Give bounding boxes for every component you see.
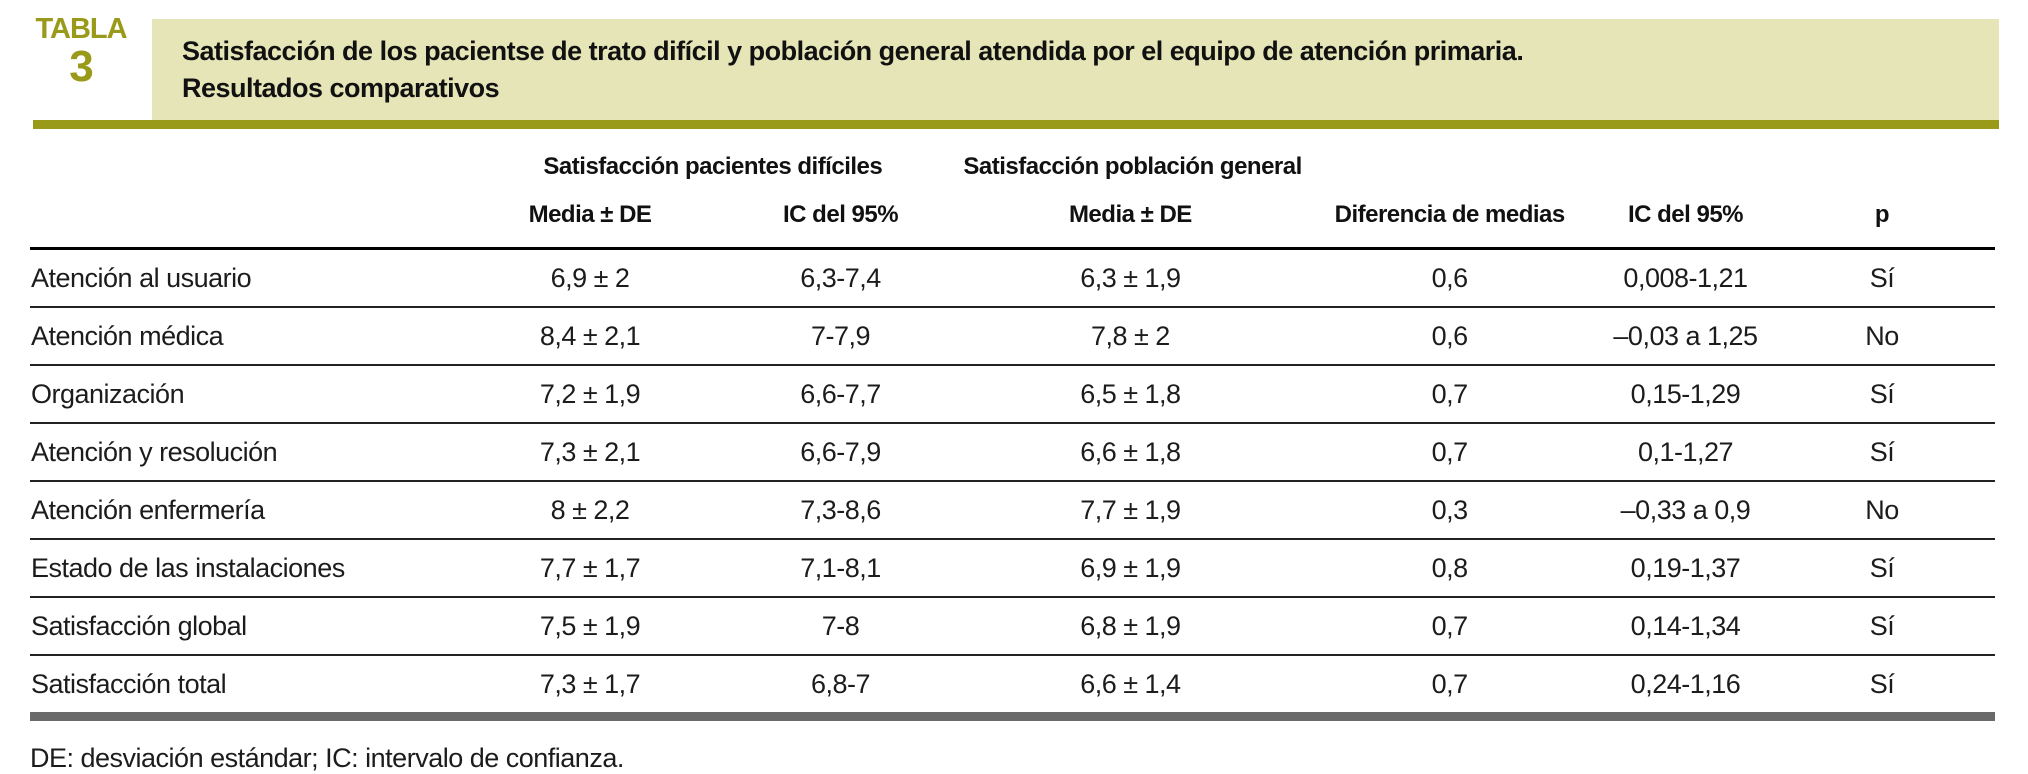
cell-media-general: 7,8 ± 2 bbox=[963, 307, 1298, 366]
cell-media-general: 7,7 ± 1,9 bbox=[963, 481, 1298, 540]
cell-diferencia: 0,6 bbox=[1297, 307, 1602, 366]
table-number-label: TABLA 3 bbox=[28, 14, 134, 90]
cell-p: Sí bbox=[1768, 248, 1995, 308]
group-header-general: Satisfacción población general bbox=[963, 153, 1302, 180]
row-label: Estado de las instalaciones bbox=[30, 539, 463, 598]
table-header-block: TABLA 3 Satisfacción de los pacientse de… bbox=[0, 0, 2028, 129]
table-row: Organización 7,2 ± 1,9 6,6-7,7 6,5 ± 1,8… bbox=[30, 365, 1995, 424]
cell-media-dificiles: 7,7 ± 1,7 bbox=[462, 539, 718, 598]
cell-diferencia: 0,7 bbox=[1297, 597, 1602, 656]
table-row: Atención al usuario 6,9 ± 2 6,3-7,4 6,3 … bbox=[30, 248, 1995, 308]
cell-media-dificiles: 7,3 ± 1,7 bbox=[462, 655, 718, 721]
results-table: Satisfacción pacientes difíciles Satisfa… bbox=[30, 139, 1995, 721]
table-title-line1: Satisfacción de los pacientse de trato d… bbox=[182, 35, 1524, 66]
cell-ic-diferencia: 0,14-1,34 bbox=[1601, 597, 1769, 656]
cell-p: Sí bbox=[1768, 365, 1995, 424]
row-label: Atención médica bbox=[30, 307, 463, 366]
row-label: Satisfacción global bbox=[30, 597, 463, 656]
column-header-ic-dificiles: IC del 95% bbox=[717, 185, 964, 250]
group-header-row: Satisfacción pacientes difíciles Satisfa… bbox=[30, 139, 1995, 185]
column-header-row: Media ± DE IC del 95% Media ± DE Diferen… bbox=[30, 185, 1995, 250]
cell-diferencia: 0,6 bbox=[1297, 248, 1602, 308]
cell-ic-dificiles: 7,3-8,6 bbox=[717, 481, 964, 540]
cell-p: No bbox=[1768, 481, 1995, 540]
cell-ic-dificiles: 6,6-7,9 bbox=[717, 423, 964, 482]
cell-media-dificiles: 8 ± 2,2 bbox=[462, 481, 718, 540]
cell-ic-diferencia: 0,24-1,16 bbox=[1601, 655, 1769, 721]
cell-media-dificiles: 6,9 ± 2 bbox=[462, 248, 718, 308]
cell-ic-dificiles: 6,6-7,7 bbox=[717, 365, 964, 424]
table-row: Satisfacción total 7,3 ± 1,7 6,8-7 6,6 ±… bbox=[30, 655, 1995, 721]
cell-media-general: 6,6 ± 1,8 bbox=[963, 423, 1298, 482]
row-label: Atención al usuario bbox=[30, 248, 463, 308]
table-title-band: Satisfacción de los pacientse de trato d… bbox=[152, 19, 1999, 120]
cell-p: Sí bbox=[1768, 423, 1995, 482]
column-header-p: p bbox=[1768, 185, 1995, 250]
accent-rule bbox=[33, 120, 1999, 129]
results-table-container: Satisfacción pacientes difíciles Satisfa… bbox=[30, 139, 1995, 721]
column-header-media-general: Media ± DE bbox=[963, 185, 1298, 250]
column-header-diferencia: Diferencia de medias bbox=[1297, 185, 1602, 250]
cell-media-dificiles: 8,4 ± 2,1 bbox=[462, 307, 718, 366]
table-row: Satisfacción global 7,5 ± 1,9 7-8 6,8 ± … bbox=[30, 597, 1995, 656]
cell-p: Sí bbox=[1768, 539, 1995, 598]
table-row: Atención y resolución 7,3 ± 2,1 6,6-7,9 … bbox=[30, 423, 1995, 482]
cell-ic-diferencia: 0,15-1,29 bbox=[1601, 365, 1769, 424]
table-row: Atención enfermería 8 ± 2,2 7,3-8,6 7,7 … bbox=[30, 481, 1995, 540]
table-label-word: TABLA bbox=[35, 13, 127, 45]
cell-diferencia: 0,8 bbox=[1297, 539, 1602, 598]
cell-media-general: 6,5 ± 1,8 bbox=[963, 365, 1298, 424]
cell-ic-diferencia: –0,33 a 0,9 bbox=[1601, 481, 1769, 540]
cell-media-general: 6,3 ± 1,9 bbox=[963, 248, 1298, 308]
cell-p: Sí bbox=[1768, 597, 1995, 656]
row-label: Satisfacción total bbox=[30, 655, 463, 721]
row-label: Atención enfermería bbox=[30, 481, 463, 540]
cell-media-general: 6,9 ± 1,9 bbox=[963, 539, 1298, 598]
group-header-empty bbox=[1297, 139, 1602, 185]
group-header-empty bbox=[30, 139, 462, 185]
cell-ic-diferencia: –0,03 a 1,25 bbox=[1601, 307, 1769, 366]
column-header-ic-diferencia: IC del 95% bbox=[1601, 185, 1769, 250]
table-footnote: DE: desviación estándar; IC: intervalo d… bbox=[30, 743, 624, 773]
cell-ic-dificiles: 7-7,9 bbox=[717, 307, 964, 366]
cell-media-dificiles: 7,3 ± 2,1 bbox=[462, 423, 718, 482]
table-label-number: 3 bbox=[69, 42, 93, 91]
cell-diferencia: 0,3 bbox=[1297, 481, 1602, 540]
group-header-dificiles: Satisfacción pacientes difíciles bbox=[543, 153, 883, 180]
group-header-empty bbox=[1602, 139, 1769, 185]
cell-ic-dificiles: 7,1-8,1 bbox=[717, 539, 964, 598]
cell-p: No bbox=[1768, 307, 1995, 366]
cell-diferencia: 0,7 bbox=[1297, 423, 1602, 482]
cell-media-dificiles: 7,5 ± 1,9 bbox=[462, 597, 718, 656]
row-label: Organización bbox=[30, 365, 463, 424]
cell-ic-dificiles: 6,3-7,4 bbox=[717, 248, 964, 308]
cell-media-dificiles: 7,2 ± 1,9 bbox=[462, 365, 718, 424]
cell-p: Sí bbox=[1768, 655, 1995, 721]
cell-media-general: 6,8 ± 1,9 bbox=[963, 597, 1298, 656]
table-row: Estado de las instalaciones 7,7 ± 1,7 7,… bbox=[30, 539, 1995, 598]
cell-diferencia: 0,7 bbox=[1297, 365, 1602, 424]
column-header-label bbox=[30, 185, 463, 250]
cell-ic-diferencia: 0,19-1,37 bbox=[1601, 539, 1769, 598]
table-title-line2: Resultados comparativos bbox=[182, 72, 500, 103]
table-row: Atención médica 8,4 ± 2,1 7-7,9 7,8 ± 2 … bbox=[30, 307, 1995, 366]
cell-ic-diferencia: 0,008-1,21 bbox=[1601, 248, 1769, 308]
cell-diferencia: 0,7 bbox=[1297, 655, 1602, 721]
cell-ic-dificiles: 6,8-7 bbox=[717, 655, 964, 721]
cell-ic-dificiles: 7-8 bbox=[717, 597, 964, 656]
cell-media-general: 6,6 ± 1,4 bbox=[963, 655, 1298, 721]
group-header-empty bbox=[1769, 139, 1995, 185]
column-header-media-dificiles: Media ± DE bbox=[462, 185, 718, 250]
row-label: Atención y resolución bbox=[30, 423, 463, 482]
cell-ic-diferencia: 0,1-1,27 bbox=[1601, 423, 1769, 482]
